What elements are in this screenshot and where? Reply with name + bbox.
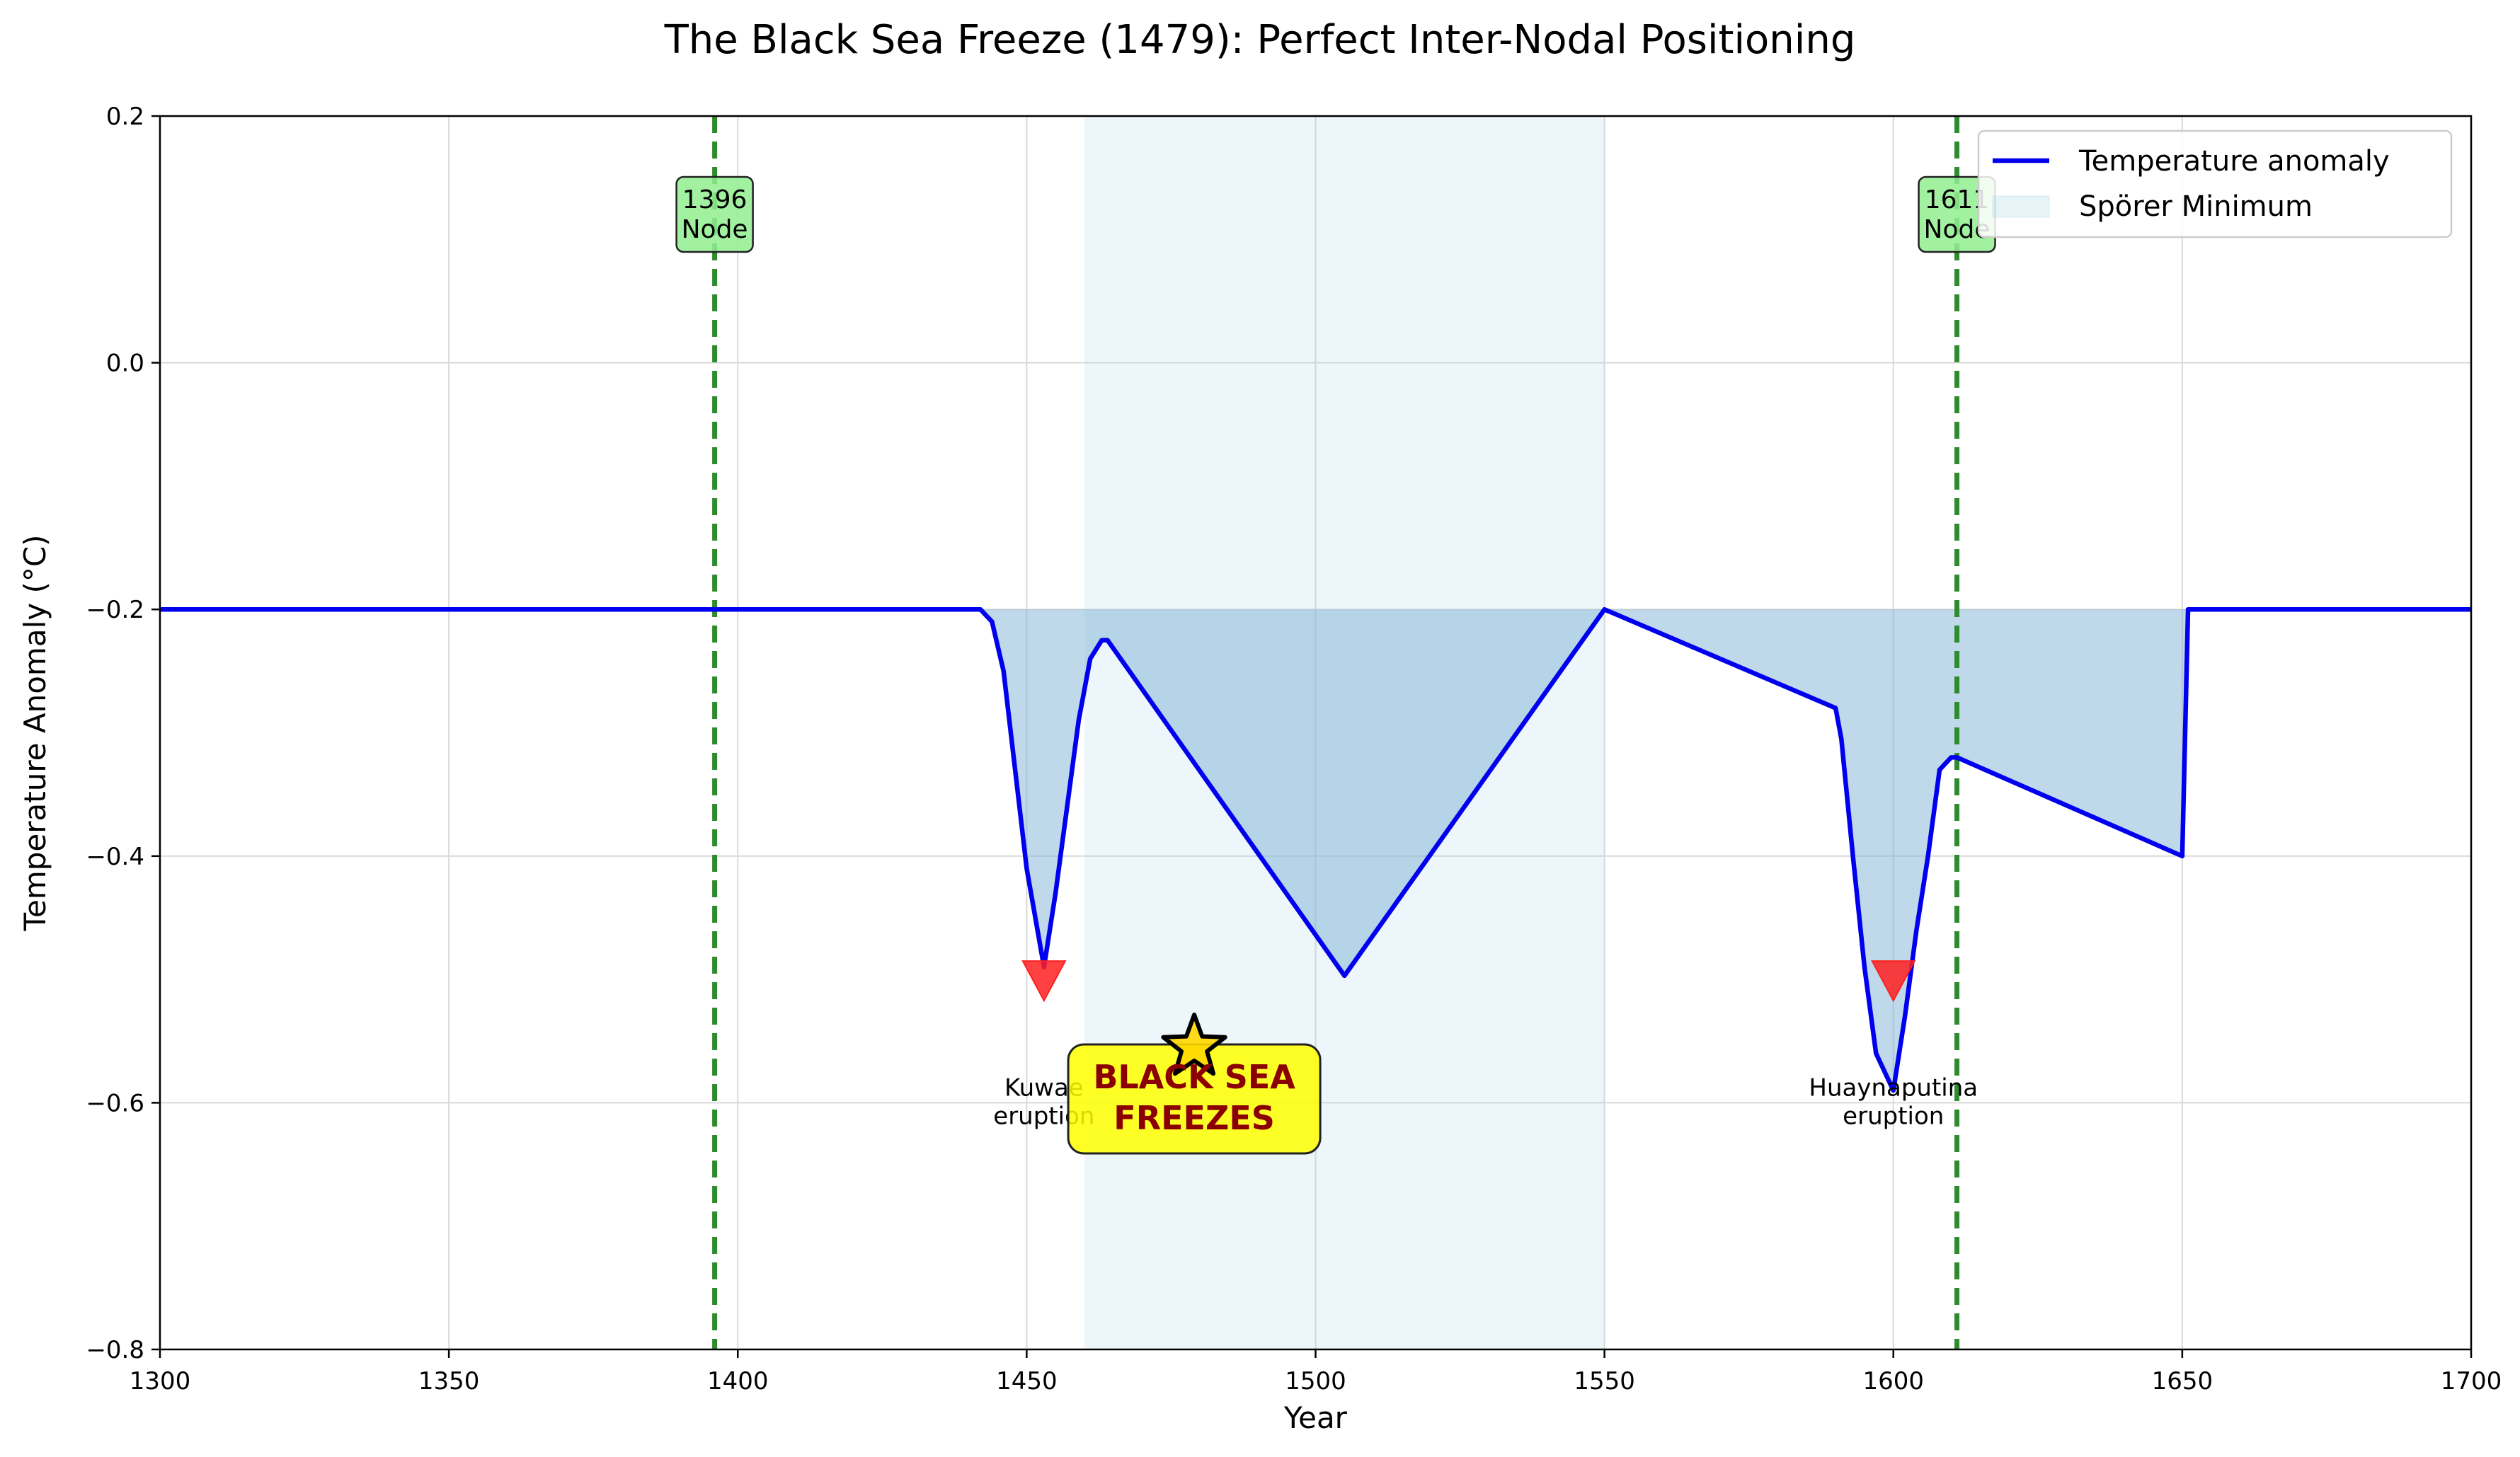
x-tick-label-6: 1600 — [1862, 1367, 1924, 1395]
x-tick-label-5: 1550 — [1574, 1367, 1635, 1395]
eruption-label-name-1: Huaynaputina — [1809, 1073, 1978, 1102]
x-tick-label-2: 1400 — [707, 1367, 769, 1395]
event-markers — [1021, 960, 1916, 1003]
black-sea-freezes-line2: FREEZES — [1113, 1099, 1275, 1137]
x-tick-label-7: 1650 — [2152, 1367, 2213, 1395]
series-line-temperature-anomaly — [160, 606, 2471, 1093]
x-tick-label-0: 1300 — [130, 1367, 191, 1395]
legend: Temperature anomaly Spörer Minimum — [1977, 129, 2453, 238]
node-label-node-0: Node — [682, 215, 748, 244]
y-axis-title: Temperature Anomaly (°C) — [18, 534, 52, 931]
node-label-box-0 — [675, 175, 754, 253]
y-tick-label-4: 0.0 — [106, 350, 144, 378]
black-sea-freezes-line1: BLACK SEA — [1093, 1058, 1295, 1096]
eruption-label-word-1: eruption — [1843, 1102, 1944, 1130]
eruption-marker-0 — [1021, 960, 1067, 1003]
eruption-marker-1 — [1871, 960, 1916, 1003]
y-tick-label-2: −0.4 — [86, 843, 144, 871]
y-tick-label-0: −0.8 — [86, 1336, 144, 1364]
legend-label-sporer-minimum: Spörer Minimum — [2079, 190, 2313, 223]
x-axis-ticks: 1300 1350 1400 1450 1500 1550 1600 1650 1700 — [130, 1349, 2502, 1395]
x-tick-label-3: 1450 — [996, 1367, 1058, 1395]
y-tick-label-1: −0.6 — [86, 1089, 144, 1117]
x-tick-label-4: 1500 — [1285, 1367, 1346, 1395]
chart-title: The Black Sea Freeze (1479): Perfect Int… — [664, 17, 1856, 63]
legend-swatch-sporer-minimum — [1992, 195, 2050, 218]
x-axis-title: Year — [1283, 1400, 1348, 1435]
x-tick-label-1: 1350 — [418, 1367, 480, 1395]
black-sea-freeze-star-icon — [1161, 1013, 1227, 1076]
x-tick-label-8: 1700 — [2441, 1367, 2502, 1395]
series-lines — [160, 606, 2471, 1093]
legend-box — [1977, 129, 2453, 238]
y-axis-ticks: −0.8 −0.6 −0.4 −0.2 0.0 0.2 — [86, 103, 160, 1364]
y-tick-label-3: −0.2 — [86, 596, 144, 624]
node-label-year-0: 1396 — [682, 185, 748, 214]
y-tick-label-5: 0.2 — [106, 103, 144, 131]
legend-label-temperature-anomaly: Temperature anomaly — [2078, 145, 2390, 178]
